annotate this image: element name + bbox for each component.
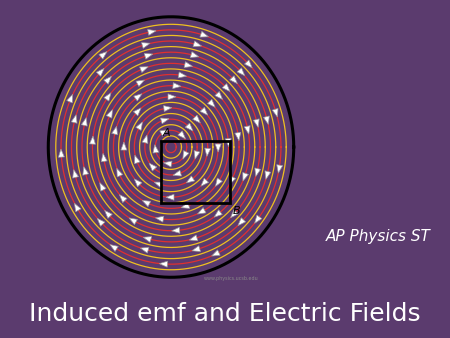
- Polygon shape: [154, 182, 163, 188]
- Text: B: B: [232, 206, 240, 216]
- Polygon shape: [159, 261, 167, 267]
- Polygon shape: [189, 235, 198, 241]
- Polygon shape: [216, 178, 222, 187]
- Polygon shape: [184, 62, 193, 68]
- Polygon shape: [136, 122, 143, 130]
- Polygon shape: [173, 170, 181, 176]
- Polygon shape: [149, 163, 157, 171]
- Polygon shape: [117, 168, 123, 177]
- Polygon shape: [230, 176, 236, 185]
- Polygon shape: [263, 116, 269, 124]
- Polygon shape: [134, 94, 142, 101]
- Polygon shape: [153, 145, 159, 153]
- Polygon shape: [81, 118, 87, 126]
- Polygon shape: [100, 183, 106, 191]
- Polygon shape: [237, 68, 245, 76]
- Polygon shape: [183, 151, 189, 159]
- Polygon shape: [238, 218, 246, 226]
- Polygon shape: [161, 118, 169, 124]
- Polygon shape: [265, 171, 271, 179]
- Polygon shape: [135, 155, 140, 164]
- Polygon shape: [178, 131, 185, 139]
- Polygon shape: [214, 210, 222, 217]
- Text: www.physics.ucsb.edu: www.physics.ucsb.edu: [204, 276, 258, 281]
- Bar: [161, 141, 230, 203]
- Polygon shape: [222, 83, 230, 92]
- Polygon shape: [112, 126, 117, 135]
- Polygon shape: [90, 136, 95, 144]
- Polygon shape: [186, 176, 195, 183]
- Polygon shape: [244, 126, 250, 134]
- Polygon shape: [272, 108, 278, 117]
- Polygon shape: [200, 107, 208, 115]
- Polygon shape: [142, 43, 150, 48]
- Polygon shape: [230, 76, 238, 83]
- Polygon shape: [160, 130, 168, 136]
- Polygon shape: [198, 208, 206, 214]
- Polygon shape: [225, 139, 231, 147]
- Polygon shape: [71, 115, 77, 123]
- Polygon shape: [110, 245, 118, 251]
- Polygon shape: [215, 92, 223, 99]
- Polygon shape: [104, 211, 112, 218]
- Polygon shape: [277, 165, 283, 173]
- Polygon shape: [142, 200, 151, 207]
- Polygon shape: [190, 52, 199, 57]
- Polygon shape: [67, 94, 72, 103]
- Polygon shape: [215, 144, 221, 152]
- Polygon shape: [97, 218, 105, 226]
- Polygon shape: [104, 93, 111, 101]
- Polygon shape: [119, 195, 127, 202]
- Polygon shape: [106, 110, 112, 118]
- Polygon shape: [129, 218, 137, 224]
- Polygon shape: [212, 250, 220, 256]
- Polygon shape: [181, 202, 189, 208]
- Polygon shape: [99, 52, 107, 59]
- Polygon shape: [155, 216, 164, 222]
- Polygon shape: [173, 82, 181, 89]
- Text: A: A: [162, 128, 170, 138]
- Polygon shape: [171, 227, 180, 233]
- Polygon shape: [235, 132, 241, 141]
- Polygon shape: [121, 142, 127, 150]
- Text: Induced emf and Electric Fields: Induced emf and Electric Fields: [29, 302, 421, 327]
- Polygon shape: [140, 67, 148, 73]
- Polygon shape: [193, 41, 202, 47]
- Polygon shape: [178, 72, 187, 78]
- Polygon shape: [140, 247, 149, 253]
- Polygon shape: [74, 203, 81, 212]
- Polygon shape: [201, 178, 209, 186]
- Polygon shape: [243, 172, 248, 181]
- Text: AP Physics ST: AP Physics ST: [325, 229, 431, 244]
- Polygon shape: [185, 123, 193, 131]
- Polygon shape: [230, 210, 238, 218]
- Polygon shape: [142, 135, 148, 143]
- Polygon shape: [253, 119, 259, 127]
- Polygon shape: [101, 153, 107, 162]
- Polygon shape: [73, 170, 79, 178]
- Polygon shape: [163, 105, 172, 112]
- Polygon shape: [104, 76, 112, 84]
- Polygon shape: [166, 194, 174, 200]
- Polygon shape: [96, 68, 104, 76]
- Polygon shape: [194, 151, 200, 159]
- Polygon shape: [192, 246, 200, 251]
- Polygon shape: [168, 94, 176, 100]
- Polygon shape: [207, 99, 215, 107]
- Polygon shape: [205, 148, 211, 156]
- Polygon shape: [255, 168, 261, 176]
- Polygon shape: [58, 149, 64, 157]
- Polygon shape: [193, 115, 200, 123]
- Polygon shape: [133, 108, 141, 116]
- Polygon shape: [143, 237, 152, 242]
- Polygon shape: [244, 60, 252, 68]
- Polygon shape: [136, 80, 144, 87]
- Polygon shape: [144, 53, 153, 59]
- Polygon shape: [255, 215, 262, 223]
- Polygon shape: [83, 167, 89, 175]
- Polygon shape: [148, 29, 156, 35]
- Polygon shape: [164, 161, 172, 167]
- Polygon shape: [134, 179, 142, 187]
- Polygon shape: [200, 31, 208, 37]
